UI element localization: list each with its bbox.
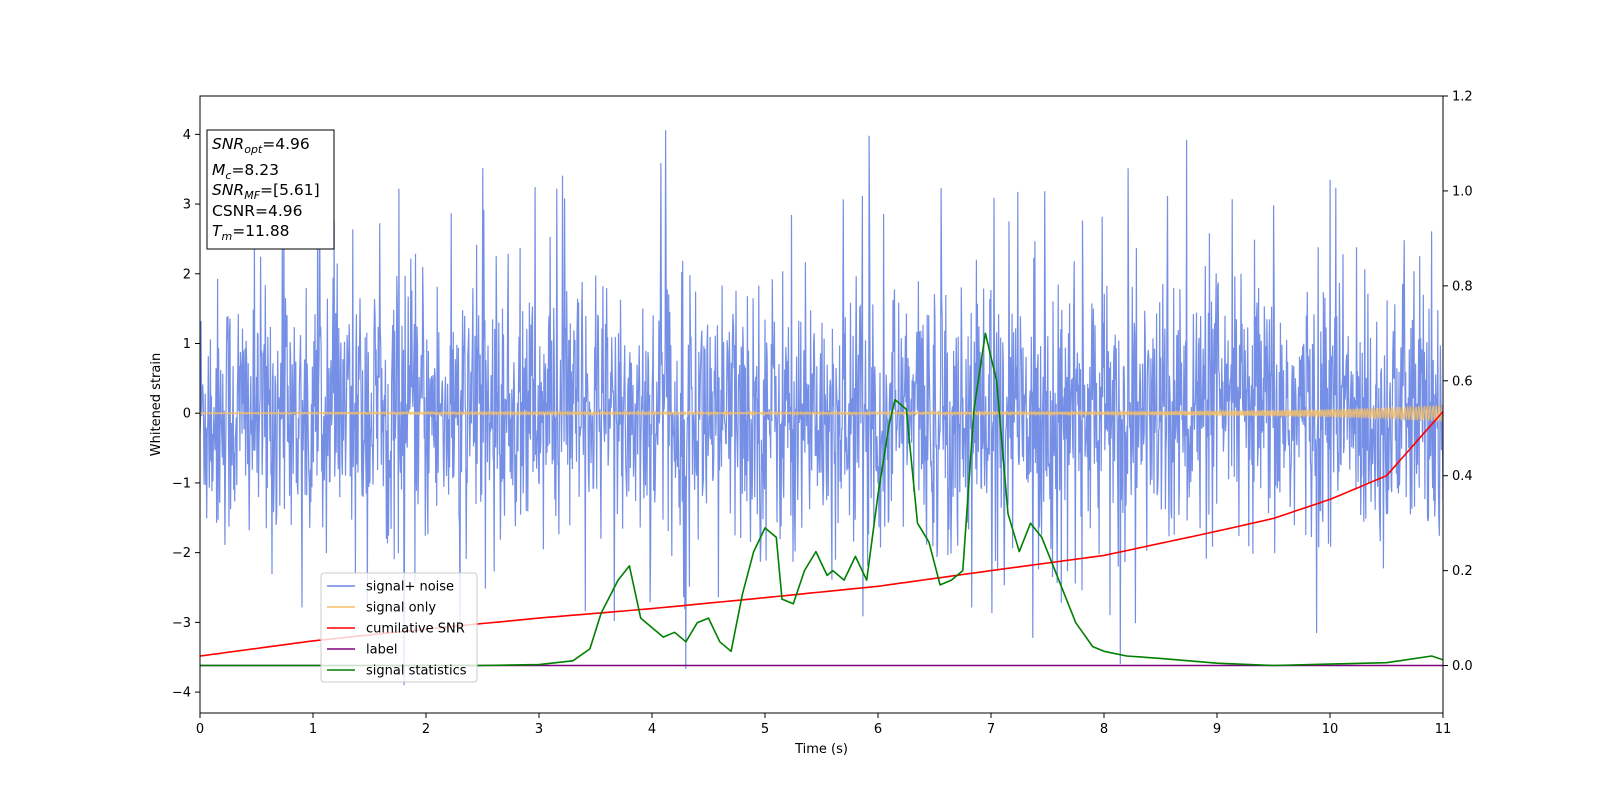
x-tick-label: 7 — [987, 722, 995, 737]
legend-label: signal statistics — [366, 664, 467, 679]
legend-label: signal+ noise — [366, 580, 454, 595]
y-left-tick-label: 3 — [183, 198, 191, 213]
x-tick-label: 9 — [1213, 722, 1221, 737]
info-line: CSNR=4.96 — [212, 202, 303, 220]
y-right-tick-label: 0.2 — [1452, 564, 1473, 579]
legend-label: label — [366, 643, 397, 658]
info-box-frame — [206, 129, 335, 250]
y-left-tick-label: 1 — [183, 337, 191, 352]
x-tick-label: 4 — [648, 722, 656, 737]
x-axis-label: Time (s) — [794, 742, 848, 757]
y-right-tick-label: 0.4 — [1452, 469, 1473, 484]
x-tick-label: 8 — [1100, 722, 1108, 737]
info-line: SNRMF=[5.61] — [212, 181, 320, 202]
y-left-tick-label: 4 — [183, 128, 191, 143]
y-left-tick-label: −4 — [172, 686, 191, 701]
series-signal-noise — [200, 130, 1443, 686]
y-left-tick-label: 0 — [183, 407, 191, 422]
y-right-tick-label: 0.8 — [1452, 279, 1473, 294]
info-line: Mc=8.23 — [212, 161, 279, 182]
x-tick-label: 10 — [1322, 722, 1339, 737]
info-line: Tm=11.88 — [212, 222, 290, 243]
info-line: SNRopt=4.96 — [212, 135, 310, 156]
y-axis-label: Whitened strain — [149, 353, 164, 456]
x-tick-label: 1 — [309, 722, 317, 737]
x-tick-label: 5 — [761, 722, 769, 737]
legend-label: cumilative SNR — [366, 622, 465, 637]
x-tick-label: 3 — [535, 722, 543, 737]
y-left-tick-label: −2 — [172, 546, 191, 561]
y-right-tick-label: 0.0 — [1452, 659, 1473, 674]
legend: signal+ noise signal only cumilative SNR la… — [320, 572, 478, 683]
legend-label: signal only — [366, 601, 436, 616]
legend-frame — [320, 572, 478, 683]
plot-frame — [199, 95, 1444, 714]
x-tick-label: 2 — [422, 722, 430, 737]
y-right-tick-label: 1.2 — [1452, 90, 1473, 105]
y-right-tick-label: 0.6 — [1452, 374, 1473, 389]
x-tick-label: 6 — [874, 722, 882, 737]
x-tick-label: 0 — [196, 722, 204, 737]
y-right-tick-label: 1.0 — [1452, 184, 1473, 199]
series-signal-only — [200, 404, 1443, 422]
series-signal-statistics — [200, 332, 1443, 667]
y-left-tick-label: 2 — [183, 267, 191, 282]
x-tick-label: 11 — [1435, 722, 1452, 737]
y-left-tick-label: −1 — [172, 476, 191, 491]
y-left-tick-label: −3 — [172, 616, 191, 631]
